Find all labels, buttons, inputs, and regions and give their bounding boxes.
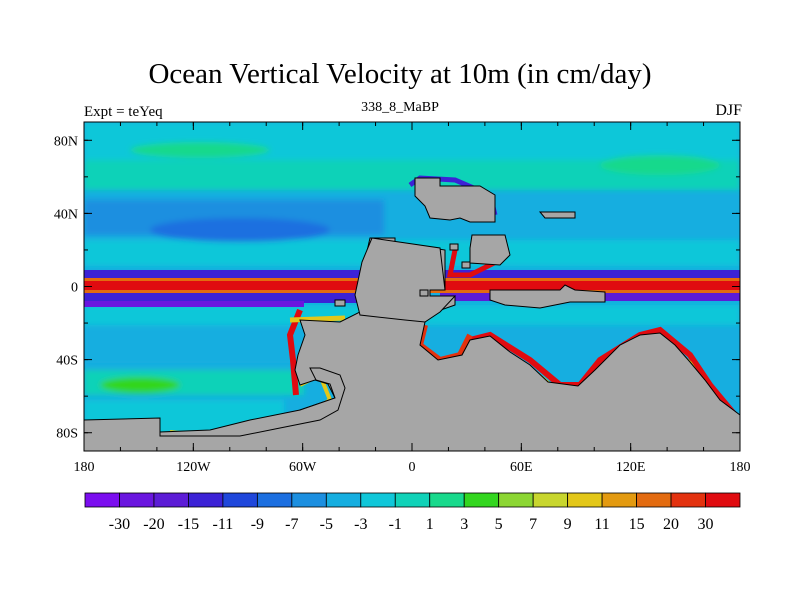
colorbar-labels: -30 -20 -15 -11 -9 -7 -5 -3 -1 1 3 5 7 9 11 15 20 30 [109, 516, 714, 533]
north-pacific-green-patch [130, 142, 270, 158]
colorbar-swatch [256, 492, 293, 508]
colorbar-label: 9 [564, 516, 572, 533]
y-tick-label: 80S [56, 427, 78, 442]
southwest-peninsula [159, 367, 346, 437]
colorbar-swatch [498, 492, 534, 508]
colorbar-label: -9 [251, 516, 264, 533]
colorbar-swatch [394, 492, 431, 508]
colorbar-label: -20 [143, 516, 164, 533]
colorbar-label: -3 [354, 516, 367, 533]
south-green-patch [100, 377, 180, 393]
equator-purple-west [84, 301, 304, 307]
northeast-island-large [414, 177, 496, 223]
northern-continent-core [354, 237, 457, 323]
colorbar-swatch [567, 492, 603, 508]
southern-supercontinent [84, 237, 740, 451]
colorbar-swatch [360, 492, 396, 508]
equator-downwelling-south [84, 293, 364, 303]
y-tick-label: 0 [71, 281, 78, 296]
colorbar-swatch [463, 492, 500, 508]
colorbar-swatch [291, 492, 327, 508]
axis-labels: 180 120W 60W 0 60E 120E 180 80N 40N 0 40S 80S [54, 134, 751, 475]
colorbar-swatch [188, 492, 224, 508]
y-tick-label: 40N [54, 207, 78, 222]
colorbar-swatch [670, 492, 706, 508]
small-island-b [461, 261, 471, 269]
small-island-a [449, 243, 459, 251]
colorbar-swatch [222, 492, 258, 508]
colorbar-label: -11 [213, 516, 234, 533]
land-masses [84, 177, 740, 451]
experiment-label: Expt = teYeq [84, 104, 163, 120]
coastal-upwelling-north-gulf [446, 249, 502, 278]
y-tick-label: 80N [54, 134, 78, 149]
east-pacific-green-patch [600, 155, 720, 175]
colorbar-swatch [532, 492, 569, 508]
coastal-upwelling-west-south [286, 308, 303, 396]
chart-subtitle: 338_8_MaBP [361, 100, 439, 115]
colorbar-label: -1 [389, 516, 402, 533]
colorbar-label: -15 [178, 516, 199, 533]
colorbar-swatch [325, 492, 362, 508]
x-tick-label: 120E [616, 460, 646, 475]
colorbar-swatch [636, 492, 672, 508]
colorbar-label: 15 [629, 516, 645, 533]
colorbar [84, 492, 741, 508]
colorbar-swatch [705, 492, 741, 508]
colorbar-label: 7 [529, 516, 537, 533]
x-tick-label: 180 [74, 460, 95, 475]
east-small-island [538, 211, 576, 219]
axis-ticks [83, 122, 741, 451]
x-tick-label: 120W [176, 460, 211, 475]
x-tick-label: 180 [730, 460, 751, 475]
colorbar-label: 20 [663, 516, 679, 533]
east-island-mid [469, 234, 511, 266]
colorbar-label: -30 [109, 516, 130, 533]
colorbar-swatch [153, 492, 189, 508]
small-island-c [334, 299, 346, 307]
x-tick-label: 0 [409, 460, 416, 475]
colorbar-swatch [429, 492, 465, 508]
small-island-d [419, 289, 429, 297]
colorbar-label: 11 [594, 516, 609, 533]
colorbar-swatch [601, 492, 637, 508]
colorbar-label: 3 [460, 516, 468, 533]
season-label: DJF [715, 102, 742, 119]
x-tick-label: 60E [510, 460, 533, 475]
coastal-upwelling-southeast-arc [469, 326, 738, 417]
colorbar-label: 30 [698, 516, 714, 533]
colorbar-label: 1 [426, 516, 434, 533]
equator-east-island [489, 284, 606, 309]
colorbar-label: -5 [320, 516, 333, 533]
y-tick-label: 40S [56, 354, 78, 369]
x-tick-label: 60W [289, 460, 317, 475]
north-blue-patch [150, 218, 330, 242]
coastal-upwelling-southern-shelf [289, 315, 346, 323]
colorbar-swatch [119, 492, 155, 508]
chart-title: Ocean Vertical Velocity at 10m (in cm/da… [148, 58, 652, 90]
colorbar-label: -7 [285, 516, 298, 533]
colorbar-label: 5 [495, 516, 503, 533]
colorbar-swatch [84, 492, 120, 508]
